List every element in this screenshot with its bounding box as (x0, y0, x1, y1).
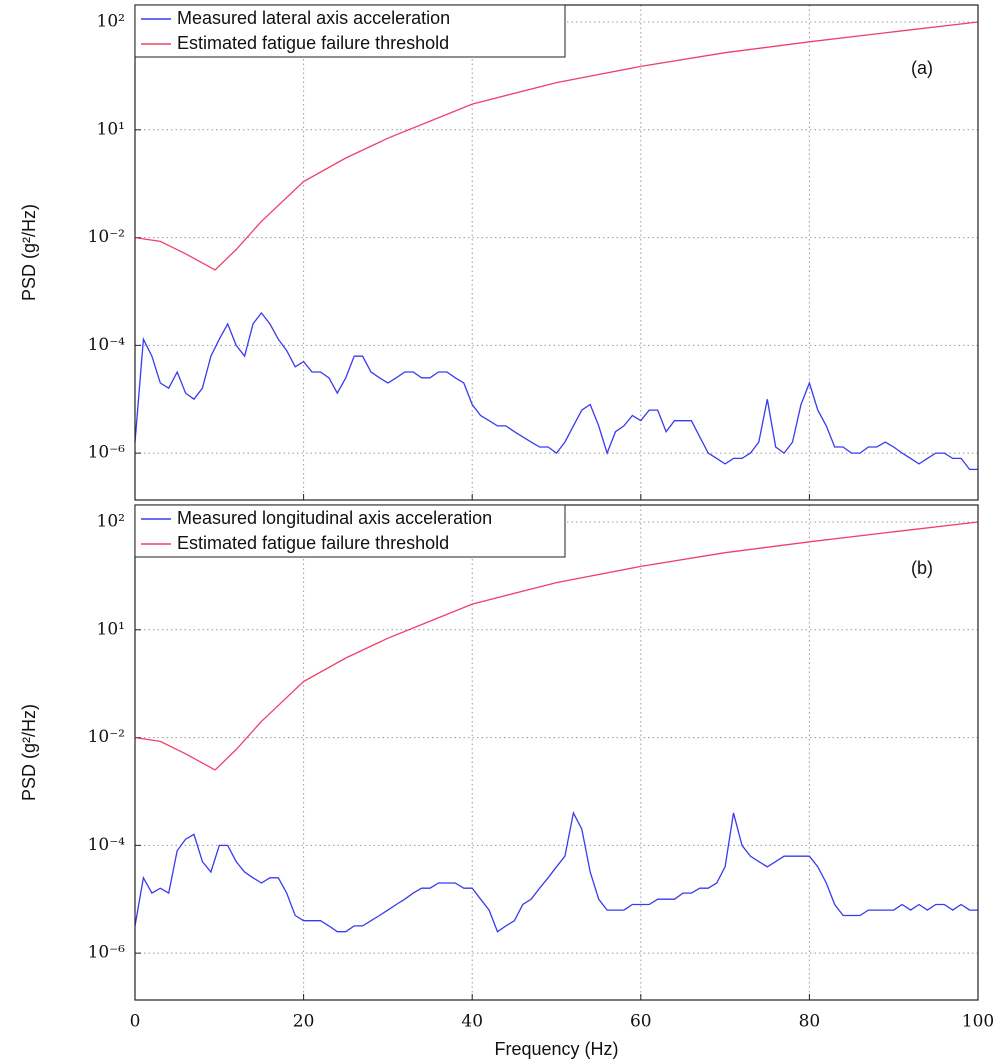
x-tick-label: 0 (130, 1012, 141, 1032)
y-axis-label: PSD (g²/Hz) (19, 204, 39, 301)
y-tick-label: 10⁻² (88, 227, 125, 247)
y-tick-label: 10² (97, 12, 125, 32)
legend-label: Estimated fatigue failure threshold (177, 533, 449, 553)
y-tick-label: 10⁻⁴ (88, 335, 126, 355)
y-tick-label: 10⁻² (88, 727, 125, 747)
y-tick-label: 10² (97, 512, 125, 532)
x-tick-label: 100 (962, 1012, 994, 1032)
plot-area (135, 505, 978, 1000)
y-tick-label: 10⁻⁶ (88, 943, 126, 963)
x-tick-label: 40 (461, 1012, 483, 1032)
legend-label: Estimated fatigue failure threshold (177, 33, 449, 53)
panel-label: (a) (911, 58, 933, 78)
y-tick-label: 10⁻⁴ (88, 835, 126, 855)
x-tick-label: 60 (630, 1012, 652, 1032)
x-tick-label: 80 (799, 1012, 821, 1032)
series-line (134, 21, 979, 271)
y-tick-label: 10¹ (97, 619, 125, 639)
y-tick-label: 10⁻⁶ (88, 443, 126, 463)
panel-label: (b) (911, 558, 933, 578)
legend-box (134, 4, 566, 58)
x-tick-label: 20 (293, 1012, 315, 1032)
legend-label: Measured lateral axis acceleration (177, 8, 450, 28)
series-line (134, 810, 978, 933)
plot-area (135, 5, 978, 500)
x-axis-label: Frequency (Hz) (494, 1039, 618, 1059)
y-axis-label: PSD (g²/Hz) (19, 704, 39, 801)
series-line (134, 521, 979, 771)
legend-label: Measured longitudinal axis acceleration (177, 508, 492, 528)
legend-box (134, 504, 566, 558)
series-line (134, 311, 978, 471)
y-tick-label: 10¹ (97, 119, 125, 139)
